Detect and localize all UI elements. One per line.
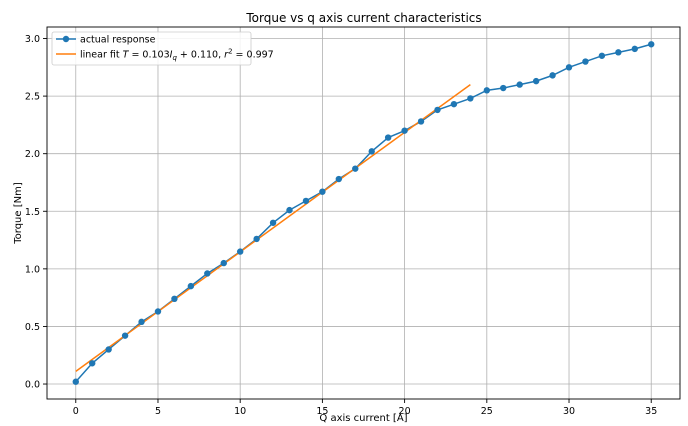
legend-fit-sub-q: q [172,54,177,62]
data-point [319,188,326,195]
ticks: 0 5 10 15 20 25 30 35 0.0 0.5 1.0 1.5 2.0 2.5 3.0 [25,34,657,417]
data-point [352,165,359,172]
data-point [204,270,211,277]
legend-fit-I: I [170,50,173,61]
data-point [187,282,195,290]
y-tick-label: 0.5 [25,322,40,333]
legend-label-fit: linear fit T = 0.103Iq + 0.110, r2 = 0.9… [80,48,274,63]
y-tick-label: 1.0 [25,264,40,275]
data-point [335,175,343,183]
series-layer [72,41,655,385]
data-point [72,378,79,385]
y-tick-label: 1.5 [25,207,40,218]
plot-frame [46,26,681,400]
legend-fit-eq2: + 0.110, [177,50,224,61]
data-point [500,84,507,92]
legend-fit-sup-2: 2 [228,48,232,56]
legend-label-actual: actual response [80,35,156,46]
x-tick-label: 20 [399,406,411,417]
series-actual-line [75,43,652,383]
data-point [549,72,556,79]
data-point [401,127,408,134]
data-point [121,332,129,339]
x-tick-label: 0 [73,406,79,417]
x-tick-label: 25 [481,406,493,417]
y-tick-label: 0.0 [25,380,40,391]
legend-box [51,31,252,66]
data-point [434,106,441,114]
data-point [532,77,540,85]
x-tick-label: 30 [563,406,575,417]
data-point [302,197,310,205]
data-point [483,87,491,94]
legend-fit-r: r [224,50,229,61]
data-point [286,206,293,214]
data-point [105,346,112,353]
legend-fit-eq1: = 0.103 [128,50,169,61]
data-point [648,41,655,48]
data-point [565,64,573,71]
x-axis-label: Q axis current [A] [319,413,407,424]
data-point [467,95,474,102]
data-point [384,134,392,141]
grid [47,27,680,399]
series-fit-line [75,83,471,372]
data-point [417,118,425,125]
chart-title: Torque vs q axis current characteristics [245,11,481,25]
data-point [89,360,96,367]
data-point [154,308,162,315]
y-tick-label: 2.0 [25,149,40,160]
data-point [138,318,145,326]
data-point [450,100,458,108]
x-tick-label: 5 [155,406,161,417]
data-point [220,259,227,267]
legend: actual response linear fit T = 0.103Iq +… [51,31,274,66]
legend-fit-eq3: = 0.997 [233,50,274,61]
data-point [171,295,178,303]
data-point [582,58,589,65]
x-tick-label: 35 [645,406,657,417]
data-point [598,52,606,59]
legend-fit-T: T [123,50,130,61]
x-tick-label: 10 [234,406,246,417]
data-point [368,148,375,155]
legend-fit-prefix: linear fit [80,50,123,61]
data-point [516,81,523,88]
x-tick-label: 15 [316,406,328,417]
data-point [269,219,277,226]
y-tick-label: 3.0 [25,34,40,45]
y-tick-label: 2.5 [25,92,40,103]
y-axis-label: Torque [Nm] [13,182,24,245]
data-point [253,235,260,243]
data-point [631,45,638,53]
data-point [236,248,244,255]
legend-marker-actual [62,35,70,43]
data-point [615,49,622,56]
